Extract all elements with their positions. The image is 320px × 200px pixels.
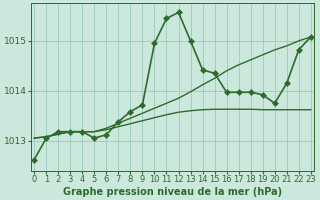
X-axis label: Graphe pression niveau de la mer (hPa): Graphe pression niveau de la mer (hPa) [63, 187, 282, 197]
